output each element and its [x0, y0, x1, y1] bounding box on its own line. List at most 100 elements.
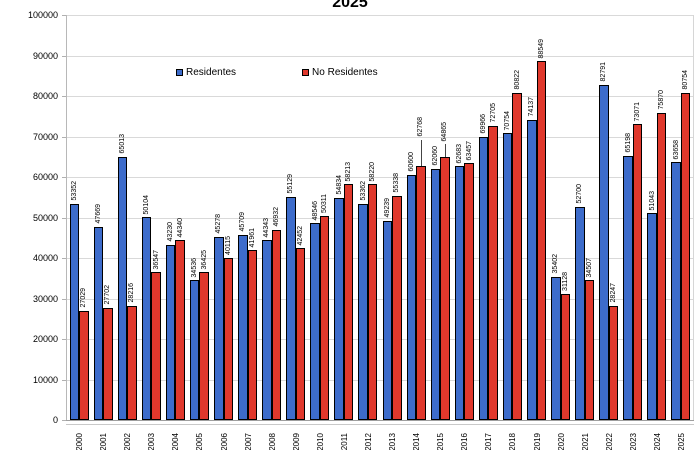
bar-residentes-2013	[382, 220, 393, 420]
bar-residentes-2023	[623, 155, 633, 420]
bar-residentes-2009	[286, 196, 296, 420]
x-axis-tick-label: 2003	[147, 433, 157, 450]
label-leader-line	[444, 144, 446, 158]
bar-residentes-2017	[478, 136, 489, 420]
bar-residentes-2016	[454, 166, 465, 420]
bar-value-label: 58220	[369, 161, 377, 182]
bar-value-label: 41961	[248, 227, 256, 248]
label-leader-line	[420, 139, 422, 166]
bar-value-label: 50104	[143, 194, 151, 215]
bar-value-label: 69966	[480, 114, 488, 134]
bar-no-residentes-2017	[488, 125, 498, 420]
x-axis-tick-label: 2008	[267, 433, 277, 450]
bar-no-residentes-2005	[199, 272, 209, 420]
bar-no-residentes-2008	[271, 229, 282, 420]
x-axis-tick-label: 2015	[436, 433, 446, 450]
y-axis-tick-label: 100000	[27, 10, 58, 20]
bar-value-label: 35402	[552, 254, 560, 274]
gridline	[67, 258, 693, 259]
x-axis-tick-label: 2018	[508, 433, 518, 450]
bar-value-label: 47669	[94, 204, 102, 224]
y-axis-tick	[62, 217, 66, 219]
bar-value-label: 72705	[489, 103, 497, 123]
bar-value-label: 63658	[672, 139, 680, 160]
residentes-swatch-icon	[176, 69, 183, 76]
bar-value-label: 88549	[537, 38, 545, 59]
bar-value-label: 60600	[407, 152, 415, 172]
x-axis-tick-label: 2025	[676, 433, 686, 450]
bar-no-residentes-2015	[440, 157, 450, 420]
bar-no-residentes-2012	[367, 184, 378, 420]
bar-value-label: 27702	[104, 285, 112, 305]
bar-residentes-2018	[502, 133, 513, 420]
x-axis-tick-label: 2001	[99, 433, 109, 450]
gridline	[67, 379, 693, 381]
x-axis-tick-label: 2009	[291, 433, 301, 450]
gridline	[67, 96, 693, 97]
y-axis-tick	[62, 136, 66, 138]
bar-no-residentes-2006	[223, 257, 233, 420]
bar-no-residentes-2016	[464, 162, 474, 420]
bar-no-residentes-2025	[680, 92, 691, 420]
bar-value-label: 44343	[263, 217, 271, 238]
bar-value-label: 55129	[287, 174, 295, 194]
gridline	[67, 15, 693, 16]
bar-value-label: 42452	[296, 225, 304, 246]
bar-no-residentes-2020	[560, 293, 571, 420]
bar-no-residentes-2002	[127, 305, 137, 420]
bar-residentes-2021	[575, 206, 585, 420]
bar-value-label: 62060	[431, 146, 439, 166]
chart-legend: Residentes No Residentes	[176, 67, 378, 78]
x-axis-tick-label: 2012	[363, 433, 373, 450]
bar-no-residentes-2007	[247, 250, 258, 420]
bar-value-label: 62768	[417, 117, 425, 137]
y-axis-tick-label: 40000	[32, 253, 58, 263]
y-axis-tick-label: 80000	[32, 91, 58, 101]
bar-no-residentes-2021	[584, 280, 595, 420]
bar-residentes-2025	[671, 162, 681, 420]
bar-no-residentes-2022	[608, 305, 619, 420]
bar-value-label: 55338	[393, 173, 401, 193]
bar-value-label: 49239	[383, 198, 391, 218]
y-axis-tick	[62, 420, 66, 421]
bar-value-label: 28247	[609, 283, 617, 303]
x-axis-tick-label: 2017	[484, 433, 494, 450]
chart-title: 2025	[332, 0, 368, 11]
bar-value-label: 27029	[80, 288, 88, 308]
bar-value-label: 58213	[345, 161, 353, 182]
bar-value-label: 65013	[118, 134, 126, 154]
x-axis-tick-label: 2014	[412, 433, 422, 450]
bar-residentes-2001	[93, 226, 104, 420]
bar-value-label: 36547	[152, 249, 160, 269]
bar-residentes-2008	[262, 240, 272, 420]
bar-value-label: 48546	[311, 200, 319, 221]
bar-value-label: 62683	[456, 143, 464, 164]
bar-no-residentes-2018	[512, 92, 522, 420]
x-axis-tick-label: 2007	[243, 433, 253, 450]
x-axis-tick-label: 2013	[388, 433, 398, 450]
x-axis-tick-label: 2020	[556, 433, 566, 450]
x-axis-tick-label: 2010	[315, 433, 325, 450]
legend-label-residentes: Residentes	[186, 67, 237, 78]
y-axis-tick-label: 50000	[32, 212, 58, 223]
bar-value-label: 51043	[648, 190, 656, 211]
bar-residentes-2003	[141, 217, 152, 420]
y-axis-tick	[62, 339, 66, 340]
bar-no-residentes-2019	[536, 61, 546, 420]
bar-no-residentes-2004	[175, 240, 185, 420]
bar-residentes-2019	[527, 119, 537, 420]
x-axis-tick-label: 2016	[460, 433, 470, 450]
y-axis-tick	[62, 55, 66, 57]
x-axis-tick-label: 2005	[195, 433, 205, 450]
y-axis-tick-label: 10000	[32, 374, 58, 385]
bar-residentes-2005	[189, 280, 200, 420]
bar-residentes-2004	[165, 244, 176, 420]
bar-value-label: 64865	[441, 121, 449, 142]
bar-no-residentes-2000	[79, 310, 89, 420]
x-axis-tick-label: 2023	[628, 433, 638, 450]
bar-value-label: 75870	[658, 90, 666, 110]
bar-value-label: 82791	[600, 62, 608, 82]
bar-value-label: 53362	[359, 181, 367, 201]
bar-value-label: 65198	[624, 133, 632, 153]
